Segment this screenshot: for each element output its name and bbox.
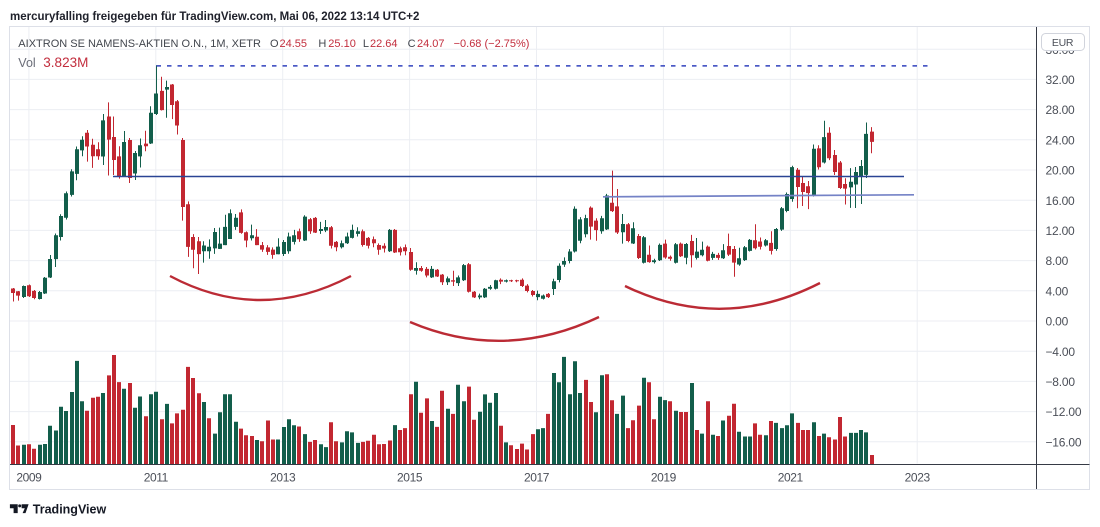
svg-text:2013: 2013 — [270, 470, 296, 484]
svg-text:3.823M: 3.823M — [43, 55, 88, 70]
svg-text:8.00: 8.00 — [1046, 254, 1069, 268]
svg-text:2009: 2009 — [16, 470, 42, 484]
svg-text:mercuryfalling freigegeben für: mercuryfalling freigegeben für TradingVi… — [10, 11, 419, 23]
svg-text:24.07: 24.07 — [417, 38, 445, 50]
svg-text:2011: 2011 — [144, 470, 169, 484]
svg-text:−0.68 (−2.75%): −0.68 (−2.75%) — [454, 38, 530, 50]
svg-text:16.00: 16.00 — [1046, 194, 1076, 208]
svg-text:EUR: EUR — [1052, 37, 1074, 49]
svg-text:32.00: 32.00 — [1046, 73, 1076, 87]
svg-text:2023: 2023 — [905, 470, 931, 484]
svg-text:0.00: 0.00 — [1046, 315, 1069, 329]
svg-text:H: H — [318, 38, 326, 50]
svg-text:−8.00: −8.00 — [1046, 375, 1076, 389]
svg-text:−12.00: −12.00 — [1046, 405, 1082, 419]
svg-text:22.64: 22.64 — [370, 38, 398, 50]
svg-text:4.00: 4.00 — [1046, 284, 1069, 298]
svg-text:−4.00: −4.00 — [1046, 345, 1076, 359]
svg-text:TradingView: TradingView — [33, 503, 107, 517]
svg-text:24.55: 24.55 — [280, 38, 308, 50]
svg-text:25.10: 25.10 — [328, 38, 356, 50]
svg-text:28.00: 28.00 — [1046, 103, 1076, 117]
svg-text:20.00: 20.00 — [1046, 164, 1076, 178]
svg-text:2015: 2015 — [397, 470, 423, 484]
svg-text:L: L — [363, 38, 369, 50]
svg-text:2017: 2017 — [524, 470, 550, 484]
svg-text:2019: 2019 — [651, 470, 677, 484]
svg-text:2021: 2021 — [778, 470, 804, 484]
svg-text:C: C — [408, 38, 416, 50]
svg-text:Vol: Vol — [18, 56, 35, 70]
svg-text:AIXTRON SE NAMENS-AKTIEN O.N.,: AIXTRON SE NAMENS-AKTIEN O.N., 1M, XETR — [18, 38, 261, 50]
svg-text:−16.00: −16.00 — [1046, 435, 1082, 449]
svg-text:12.00: 12.00 — [1046, 224, 1076, 238]
svg-text:O: O — [270, 38, 279, 50]
svg-text:24.00: 24.00 — [1046, 133, 1076, 147]
